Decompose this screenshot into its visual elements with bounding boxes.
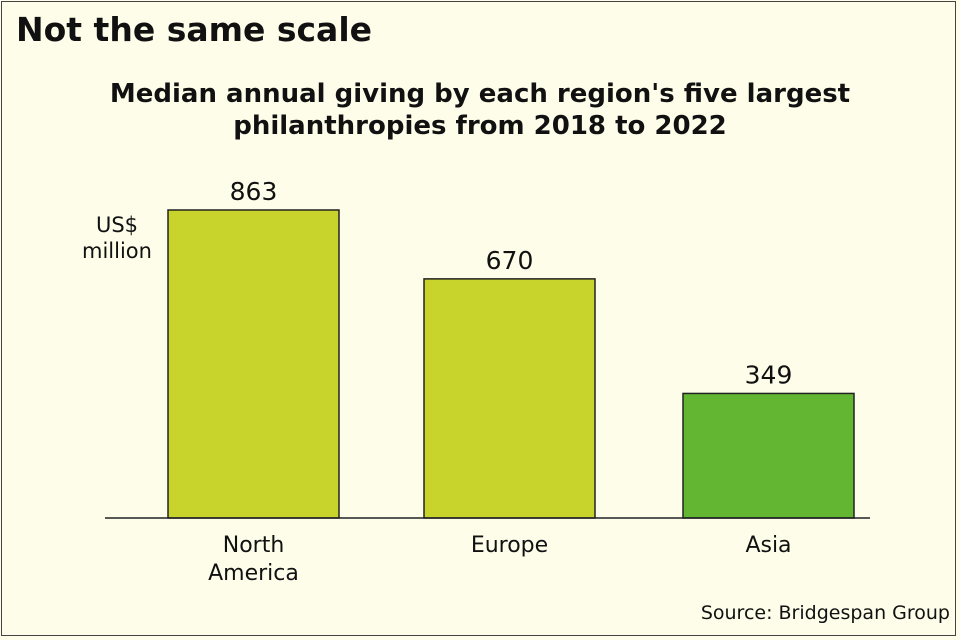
bar-1 [423, 278, 596, 519]
chart-title: Not the same scale [16, 10, 373, 49]
data-label-2: 349 [745, 360, 793, 389]
y-axis-unit-label: US$ million [72, 212, 162, 264]
category-label-0-0: North [223, 533, 285, 558]
bar-2 [682, 392, 855, 519]
bar-0 [167, 209, 340, 519]
unit-line-1: US$ [95, 213, 139, 237]
subtitle-line-1: Median annual giving by each region's fi… [109, 79, 851, 109]
category-label-2-0: Asia [745, 533, 791, 558]
source-note: Source: Bridgespan Group [700, 602, 950, 624]
subtitle-line-2: philanthropies from 2018 to 2022 [233, 111, 727, 141]
data-label-0: 863 [230, 177, 278, 206]
unit-line-2: million [82, 239, 152, 263]
category-label-1-0: Europe [471, 533, 548, 558]
chart-subtitle: Median annual giving by each region's fi… [0, 78, 960, 142]
data-label-1: 670 [486, 246, 534, 275]
category-label-0-1: America [208, 561, 299, 586]
